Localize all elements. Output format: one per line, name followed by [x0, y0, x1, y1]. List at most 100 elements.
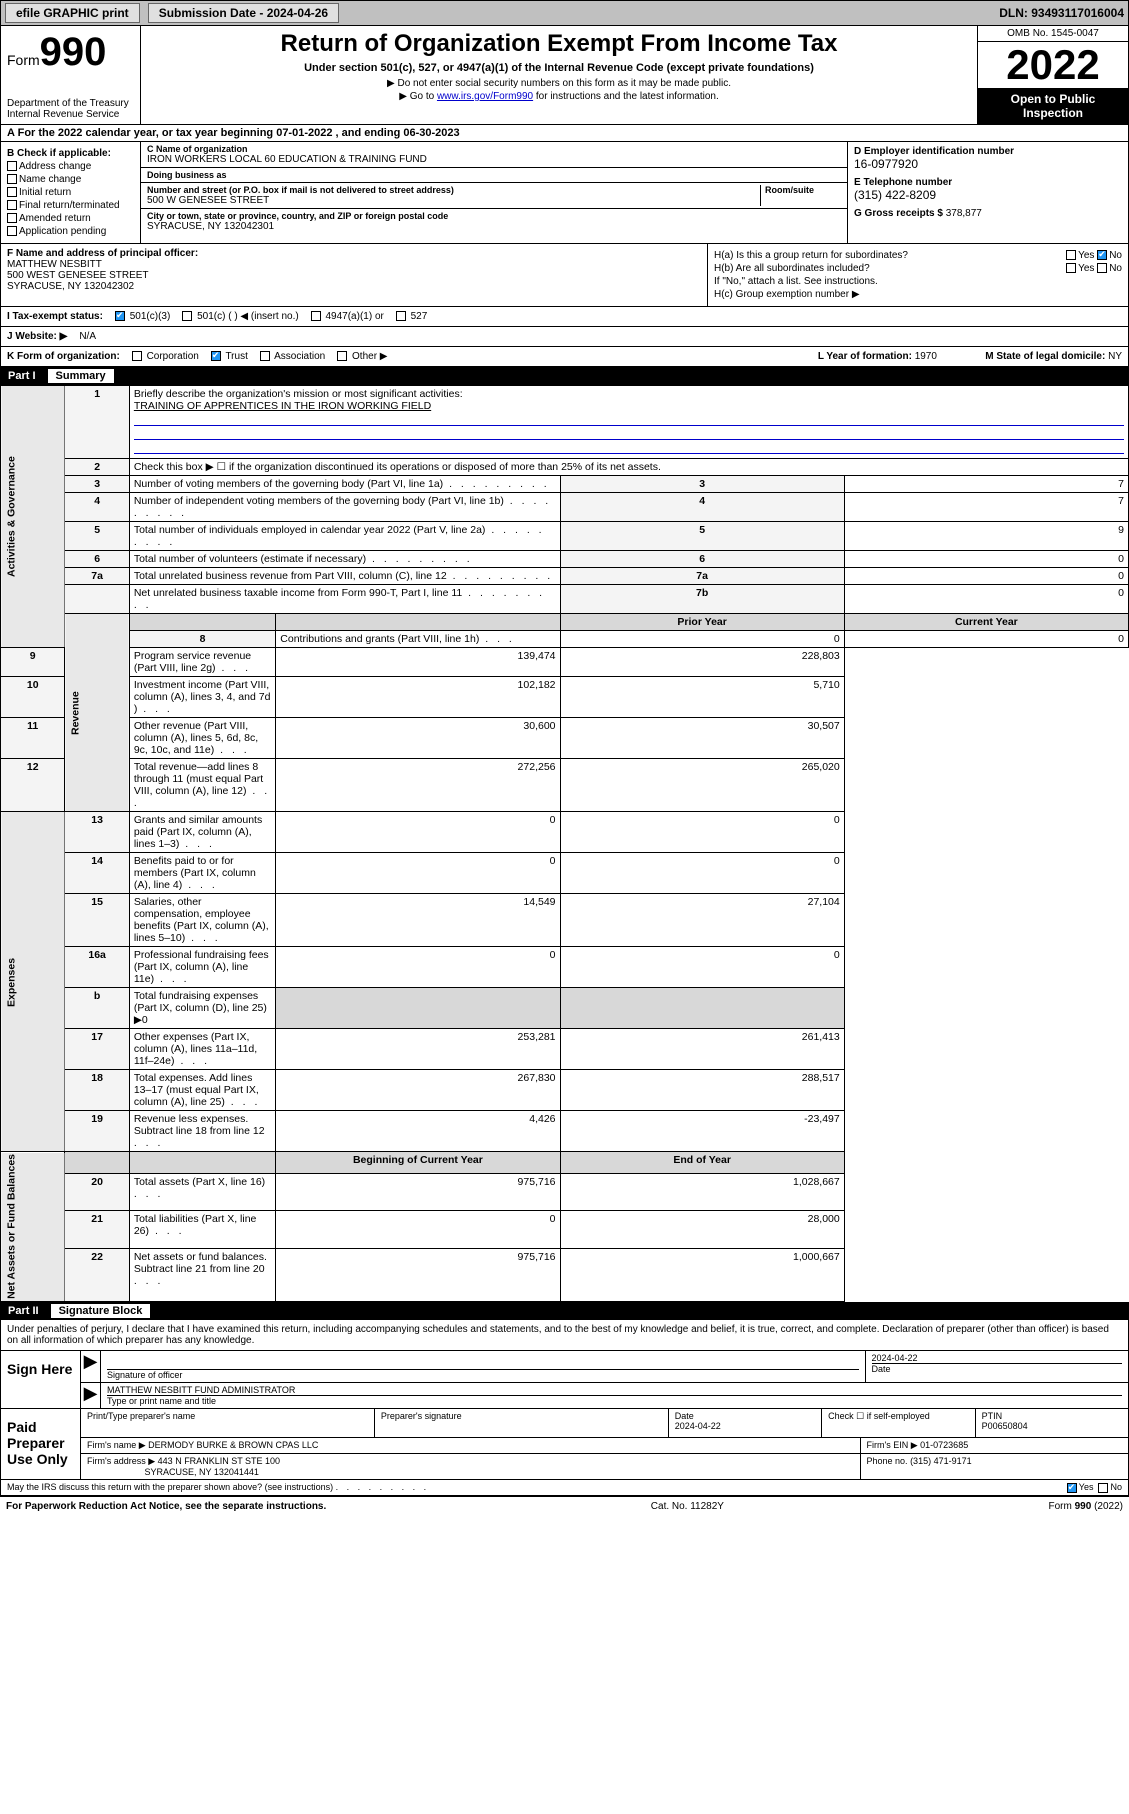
lbl-501c: 501(c) ( ) ◀ (insert no.)	[197, 311, 299, 322]
firm-ein: 01-0723685	[920, 1440, 968, 1450]
chk-501c[interactable]	[182, 311, 192, 321]
form-prefix: Form	[7, 52, 40, 68]
footer-left: For Paperwork Reduction Act Notice, see …	[6, 1501, 326, 1512]
vtab-governance: Activities & Governance	[1, 386, 65, 648]
row-a-text: For the 2022 calendar year, or tax year …	[18, 127, 460, 139]
row-k-label: K Form of organization:	[7, 351, 120, 362]
department-label: Department of the Treasury Internal Reve…	[7, 98, 134, 120]
chk-trust[interactable]	[211, 351, 221, 361]
part1-header: Part I Summary	[0, 367, 1129, 385]
col-b-label: B Check if applicable:	[7, 148, 134, 159]
ptin-label: PTIN	[982, 1411, 1122, 1421]
submission-date-button[interactable]: Submission Date - 2024-04-26	[148, 3, 339, 23]
part1-title: Summary	[48, 369, 114, 383]
firm-name-label: Firm's name ▶	[87, 1440, 146, 1450]
chk-final-return[interactable]	[7, 200, 17, 210]
chk-501c3[interactable]	[115, 311, 125, 321]
note2-pre: Go to	[410, 91, 437, 102]
lbl-final-return: Final return/terminated	[19, 200, 120, 211]
footer-right: Form 990 (2022)	[1049, 1501, 1123, 1512]
hdr-prior: Prior Year	[560, 614, 844, 631]
org-name-label: C Name of organization	[147, 144, 841, 154]
ssn-note: Do not enter social security numbers on …	[147, 78, 971, 89]
irs-link[interactable]: www.irs.gov/Form990	[437, 91, 533, 102]
lbl-other: Other ▶	[352, 351, 387, 362]
declare-text: Under penalties of perjury, I declare th…	[1, 1320, 1128, 1350]
vtab-net: Net Assets or Fund Balances	[1, 1152, 65, 1302]
lbl-application-pending: Application pending	[19, 226, 106, 237]
row-j-website: J Website: ▶ N/A	[0, 326, 1129, 346]
chk-address-change[interactable]	[7, 161, 17, 171]
ha-no[interactable]	[1097, 250, 1107, 260]
part2-num: Part II	[8, 1305, 39, 1317]
chk-amended-return[interactable]	[7, 213, 17, 223]
lbl-amended-return: Amended return	[19, 213, 91, 224]
chk-assoc[interactable]	[260, 351, 270, 361]
prep-name-label: Print/Type preparer's name	[87, 1411, 368, 1421]
hb-no[interactable]	[1097, 263, 1107, 273]
year-formation-label: L Year of formation:	[818, 351, 912, 362]
year-formation: 1970	[915, 351, 937, 362]
officer-addr1: 500 WEST GENESEE STREET	[7, 270, 701, 281]
sig-arrow-icon: ▶	[81, 1351, 101, 1382]
q2-text: Check this box ▶ ☐ if the organization d…	[129, 459, 1128, 476]
hb-note: If "No," attach a list. See instructions…	[714, 276, 1122, 287]
page-footer: For Paperwork Reduction Act Notice, see …	[0, 1496, 1129, 1516]
chk-other[interactable]	[337, 351, 347, 361]
header-right-block: OMB No. 1545-0047 2022 Open to Public In…	[978, 26, 1128, 124]
form-title: Return of Organization Exempt From Incom…	[147, 30, 971, 58]
efile-button[interactable]: efile GRAPHIC print	[5, 3, 140, 23]
firm-phone: (315) 471-9171	[910, 1456, 972, 1466]
officer-label: F Name and address of principal officer:	[7, 248, 701, 259]
form-number: 990	[40, 30, 107, 74]
website-note: Go to www.irs.gov/Form990 for instructio…	[147, 91, 971, 102]
lbl-trust: Trust	[225, 351, 247, 362]
firm-name: DERMODY BURKE & BROWN CPAS LLC	[148, 1440, 318, 1450]
chk-initial-return[interactable]	[7, 187, 17, 197]
chk-527[interactable]	[396, 311, 406, 321]
firm-addr2: SYRACUSE, NY 132041441	[145, 1467, 259, 1477]
state-domicile: NY	[1108, 351, 1122, 362]
lbl-initial-return: Initial return	[19, 187, 71, 198]
row-i-tax-status: I Tax-exempt status: 501(c)(3) 501(c) ( …	[0, 306, 1129, 326]
ha-yes[interactable]	[1066, 250, 1076, 260]
street-address: 500 W GENESEE STREET	[147, 195, 756, 206]
prep-date-label: Date	[675, 1411, 815, 1421]
chk-application-pending[interactable]	[7, 226, 17, 236]
form-header: Form990 Department of the Treasury Inter…	[0, 26, 1129, 125]
room-label: Room/suite	[765, 185, 841, 195]
sig-date-label: Date	[872, 1363, 1123, 1374]
q1-text: Briefly describe the organization's miss…	[134, 388, 463, 400]
form-subtitle: Under section 501(c), 527, or 4947(a)(1)…	[147, 62, 971, 74]
section-bcde: B Check if applicable: Address change Na…	[0, 142, 1129, 243]
chk-corp[interactable]	[132, 351, 142, 361]
firm-addr1: 443 N FRANKLIN ST STE 100	[158, 1456, 280, 1466]
officer-name: MATTHEW NESBITT	[7, 259, 701, 270]
hdr-end: End of Year	[560, 1152, 844, 1174]
ein-value: 16-0977920	[854, 157, 1122, 171]
firm-phone-label: Phone no.	[867, 1456, 908, 1466]
discuss-yes[interactable]	[1067, 1483, 1077, 1493]
signature-block: Under penalties of perjury, I declare th…	[0, 1320, 1129, 1496]
note2-post: for instructions and the latest informat…	[533, 91, 719, 102]
vtab-expenses: Expenses	[1, 812, 65, 1152]
chk-name-change[interactable]	[7, 174, 17, 184]
col-c-org-info: C Name of organization IRON WORKERS LOCA…	[141, 142, 848, 243]
hdr-beg: Beginning of Current Year	[276, 1152, 560, 1174]
row-a-tax-year: A For the 2022 calendar year, or tax yea…	[0, 125, 1129, 142]
sig-date: 2024-04-22	[872, 1353, 1123, 1363]
hb-yes[interactable]	[1066, 263, 1076, 273]
org-name: IRON WORKERS LOCAL 60 EDUCATION & TRAINI…	[147, 154, 841, 165]
discuss-no[interactable]	[1098, 1483, 1108, 1493]
row-k-form-org: K Form of organization: Corporation Trus…	[0, 346, 1129, 367]
gross-label: G Gross receipts $	[854, 208, 943, 219]
part2-title: Signature Block	[51, 1304, 151, 1318]
prep-sig-label: Preparer's signature	[381, 1411, 662, 1421]
firm-addr-label: Firm's address ▶	[87, 1456, 155, 1466]
chk-4947[interactable]	[311, 311, 321, 321]
discuss-text: May the IRS discuss this return with the…	[7, 1482, 333, 1492]
website-value: N/A	[79, 331, 96, 342]
lbl-501c3: 501(c)(3)	[130, 311, 171, 322]
vtab-revenue: Revenue	[65, 614, 129, 812]
summary-table: Activities & Governance 1 Briefly descri…	[0, 385, 1129, 1302]
